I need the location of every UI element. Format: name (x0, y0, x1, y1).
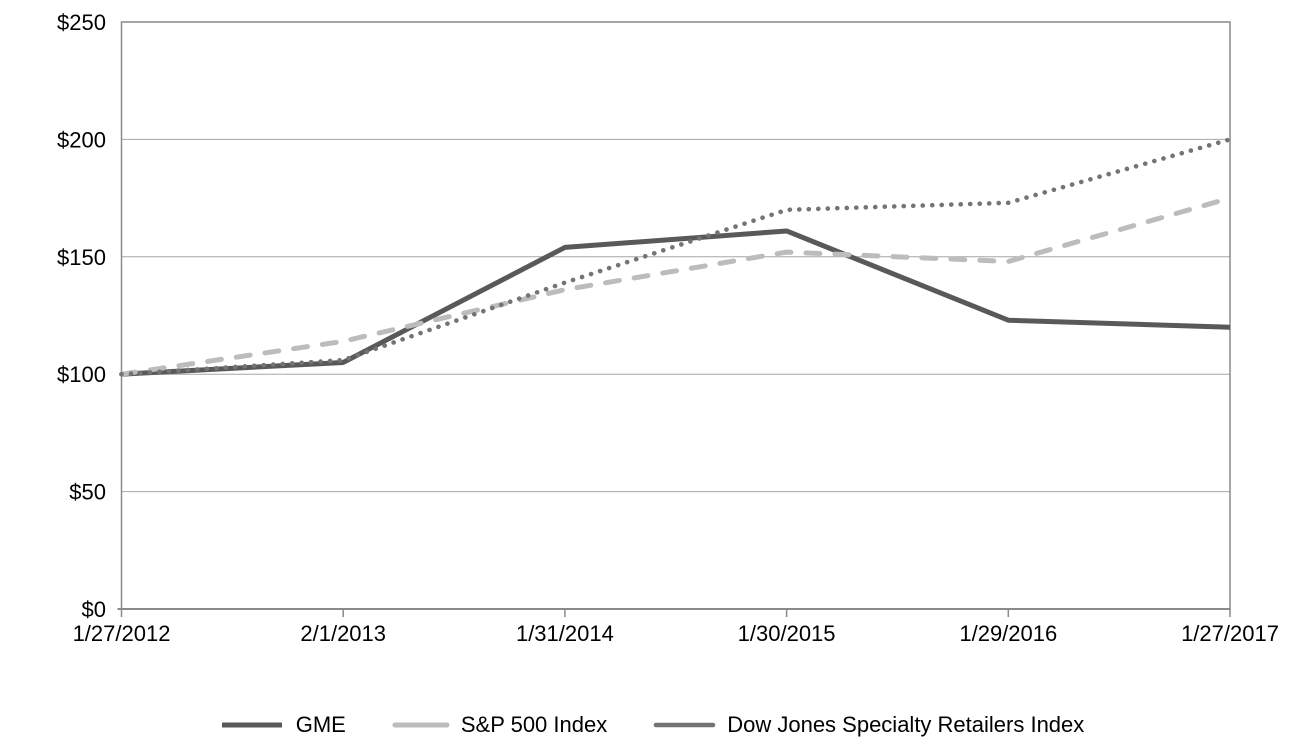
legend-swatch-dashed-line (392, 722, 450, 728)
legend-swatch-solid-line (221, 722, 282, 728)
x-axis-label: 1/27/2012 (73, 621, 171, 646)
legend-swatch-dotted-line (653, 722, 716, 728)
legend-item-sp500: S&P 500 Index (392, 712, 607, 738)
series-line-gme (121, 228, 1231, 377)
y-axis-label: $100 (57, 362, 106, 387)
y-axis-label: $250 (57, 10, 106, 35)
legend-label-djsr: Dow Jones Specialty Retailers Index (727, 712, 1085, 737)
y-axis-label: $200 (57, 127, 106, 152)
legend-item-gme: GME (219, 712, 346, 738)
x-axis-label: 1/31/2014 (516, 621, 614, 646)
x-axis-label: 1/29/2016 (959, 621, 1057, 646)
chart-legend: GME S&P 500 Index Dow Jones Specialty Reta… (0, 712, 1303, 738)
x-axis-label: 1/30/2015 (738, 621, 836, 646)
series-line-sp500 (119, 195, 1233, 377)
legend-item-djsr: Dow Jones Specialty Retailers Index (653, 712, 1084, 738)
series-line-djsr (119, 137, 1233, 377)
y-axis-label: $50 (69, 480, 106, 505)
x-axis-label: 1/27/2017 (1181, 621, 1279, 646)
legend-label-gme: GME (295, 712, 346, 737)
plot-border (120, 21, 1231, 610)
x-axis-label: 2/1/2013 (300, 621, 386, 646)
stock-performance-line-chart: $0 $50 $100 $150 $200 $250 1/27/2012 2/1/2013 1/… (57, 10, 1279, 646)
legend-label-sp500: S&P 500 Index (460, 712, 608, 737)
y-axis-label: $0 (82, 597, 106, 622)
y-axis-label: $150 (57, 245, 106, 270)
